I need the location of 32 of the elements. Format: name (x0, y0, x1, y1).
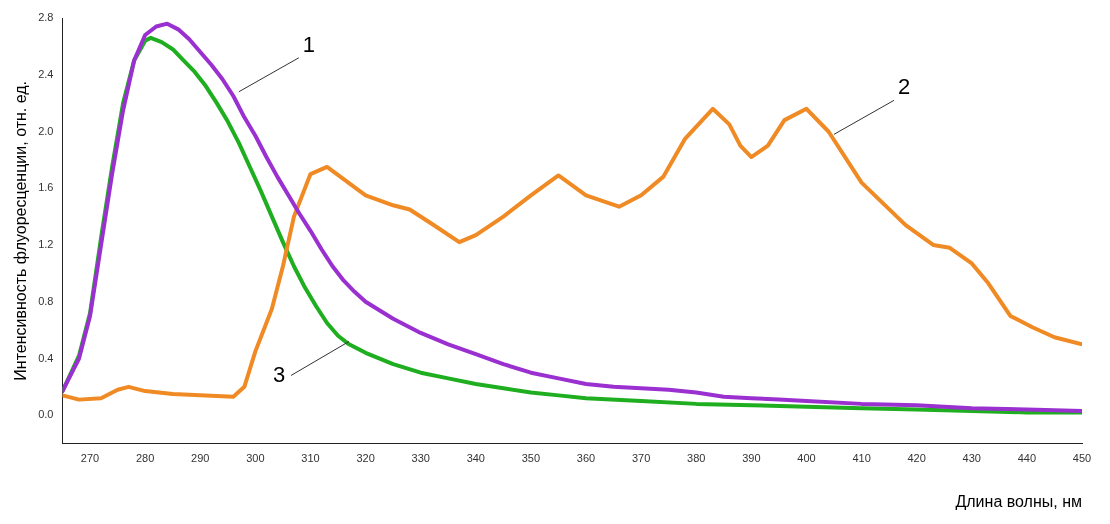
x-axis-title: Длина волны, нм (955, 492, 1082, 510)
x-tick-label: 320 (356, 452, 375, 465)
y-tick-label: 0.8 (38, 294, 54, 307)
annotation: 1 (302, 31, 315, 57)
y-tick-label: 2.4 (38, 67, 54, 80)
y-tick-label: 0.0 (38, 408, 54, 421)
x-tick-label: 370 (631, 452, 651, 465)
x-tick-label: 310 (301, 452, 320, 465)
x-tick-label: 340 (466, 452, 485, 465)
y-tick-label: 1.2 (38, 238, 54, 251)
x-tick-label: 410 (852, 452, 871, 465)
y-tick-label: 0.4 (38, 351, 54, 364)
x-tick-label: 270 (80, 452, 100, 465)
x-tick-label: 450 (1072, 452, 1092, 465)
annotation: 2 (897, 74, 911, 100)
x-tick-label: 300 (246, 452, 265, 465)
x-tick-label: 390 (742, 452, 761, 465)
x-tick-label: 430 (962, 452, 981, 465)
x-tick-label: 280 (135, 452, 155, 465)
y-tick-label: 2.0 (38, 124, 54, 137)
x-tick-label: 380 (687, 452, 706, 465)
annotation: 3 (272, 361, 286, 387)
x-tick-label: 440 (1017, 452, 1037, 465)
y-tick-label: 2.8 (38, 11, 54, 24)
x-tick-label: 400 (797, 452, 816, 465)
x-tick-label: 350 (521, 452, 541, 465)
x-tick-label: 360 (576, 452, 596, 465)
x-tick-label: 290 (191, 452, 210, 465)
x-tick-label: 330 (411, 452, 430, 465)
y-axis-title: Интенсивность флуоресценции, отн. ед. (12, 80, 30, 381)
x-tick-label: 420 (907, 452, 926, 465)
y-tick-label: 1.6 (38, 181, 54, 194)
